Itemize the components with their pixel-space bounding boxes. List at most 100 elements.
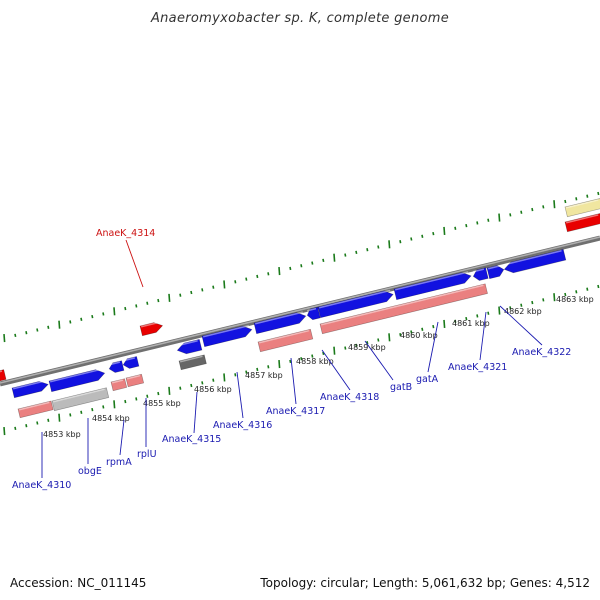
gene-label-leader (290, 357, 297, 405)
cds-anaek-4310[interactable] (17, 400, 54, 419)
gene-label-anaek-4310[interactable]: AnaeK_4310 (12, 480, 71, 491)
lower-ruler-tick (157, 391, 160, 396)
cds-rplu[interactable] (125, 373, 145, 388)
kbp-label: 4862 kbp (504, 307, 542, 316)
gene-gatb[interactable] (393, 271, 472, 301)
lower-ruler-tick (399, 333, 402, 337)
lower-ruler-tick (69, 413, 72, 417)
gene-label-gata[interactable]: gatA (416, 374, 439, 385)
lower-ruler-tick (245, 370, 248, 374)
lower-ruler-tick (564, 292, 567, 297)
cds-gatb-gata[interactable] (319, 283, 488, 335)
upper-ruler-tick (212, 285, 215, 289)
upper-ruler-tick (322, 258, 325, 263)
lower-ruler-tick (509, 306, 512, 310)
upper-ruler-tick (201, 288, 204, 292)
upper-ruler-tick (91, 314, 94, 319)
cds-anaek-4315[interactable] (178, 354, 207, 371)
upper-ruler-tick (168, 293, 171, 302)
upper-ruler-tick (542, 205, 545, 209)
gene-obge[interactable] (48, 368, 106, 393)
gene-hypothetical[interactable] (564, 198, 600, 218)
upper-ruler-tick (520, 210, 523, 214)
gene-anaek-4310[interactable] (11, 379, 49, 399)
gene-label-obge[interactable]: obgE (78, 466, 102, 477)
lower-ruler-tick (586, 287, 589, 291)
cds-obge[interactable] (51, 387, 110, 412)
gene-label-anaek-4322[interactable]: AnaeK_4322 (512, 347, 571, 358)
gene-label-anaek-4318[interactable]: AnaeK_4318 (320, 392, 379, 403)
lower-ruler-tick (344, 346, 347, 350)
gene-label-leader (364, 340, 394, 381)
genome-title: Anaeromyxobacter sp. K, complete genome (150, 11, 449, 26)
lower-ruler-tick (465, 316, 468, 321)
upper-ruler-tick (553, 200, 556, 209)
upper-ruler-tick (311, 261, 314, 265)
cds-rpma[interactable] (110, 378, 128, 392)
lower-ruler-tick (355, 343, 358, 348)
lower-ruler-tick (333, 346, 336, 355)
gene-label-anaek-4321[interactable]: AnaeK_4321 (448, 362, 507, 373)
gene-rrna-left[interactable] (0, 369, 7, 383)
lower-ruler-tick (212, 378, 215, 382)
gene-label-rpma[interactable]: rpmA (106, 457, 132, 468)
gene-label-anaek-4314[interactable]: AnaeK_4314 (96, 228, 155, 239)
lower-ruler-tick (498, 306, 501, 315)
lower-ruler-tick (432, 324, 435, 329)
gene-label-anaek-4317[interactable]: AnaeK_4317 (266, 406, 325, 417)
gene-rplu[interactable] (122, 356, 140, 369)
upper-ruler-tick (278, 267, 281, 276)
gene-rpma[interactable] (108, 360, 125, 374)
lower-ruler-tick (575, 290, 578, 294)
gene-anaek-4316[interactable] (201, 324, 253, 348)
kbp-label: 4853 kbp (43, 430, 81, 439)
lower-ruler-tick (267, 365, 270, 369)
gene-label-anaek-4315[interactable]: AnaeK_4315 (162, 434, 221, 445)
upper-ruler-tick (69, 320, 72, 324)
upper-ruler-tick (234, 280, 237, 284)
lower-ruler-tick (80, 410, 83, 414)
gene-anaek-4315[interactable] (176, 338, 203, 355)
upper-ruler-tick (399, 240, 402, 244)
lower-ruler-tick (135, 397, 138, 401)
lower-ruler-tick (201, 381, 204, 385)
lower-ruler-tick (410, 330, 413, 334)
gene-anaek-4314[interactable] (139, 321, 164, 337)
gene-anaek-4318-a[interactable] (306, 306, 321, 321)
lower-ruler-tick (476, 314, 479, 318)
upper-ruler-tick (487, 218, 490, 222)
upper-ruler-tick (564, 199, 567, 204)
gene-label-leader (119, 419, 125, 456)
lower-ruler-tick (553, 293, 556, 302)
gene-anaek-4321[interactable] (486, 264, 505, 280)
gene-label-anaek-4316[interactable]: AnaeK_4316 (213, 420, 272, 431)
lower-ruler-tick (25, 424, 28, 428)
gene-anaek-4318[interactable] (317, 289, 394, 319)
upper-ruler-tick (256, 274, 259, 279)
upper-ruler-tick (157, 298, 160, 303)
upper-ruler-tick (586, 194, 589, 198)
gene-label-leader (193, 391, 198, 434)
upper-ruler-tick (344, 253, 347, 257)
gene-anaek-4322[interactable] (503, 248, 567, 274)
lower-ruler-tick (58, 413, 61, 422)
gene-anaek-4317[interactable] (253, 311, 307, 335)
lower-ruler-tick (443, 319, 446, 329)
upper-ruler-tick (25, 331, 28, 335)
lower-ruler-tick (311, 354, 314, 358)
upper-ruler-tick (146, 301, 149, 305)
gene-rrna-right[interactable] (564, 213, 600, 233)
lower-ruler-tick (256, 367, 259, 372)
upper-ruler-tick (135, 304, 138, 308)
upper-ruler-tick (597, 191, 600, 196)
upper-ruler-tick (333, 253, 336, 262)
upper-ruler-tick (476, 221, 479, 225)
gene-gata[interactable] (472, 267, 489, 282)
gene-label-gatb[interactable]: gatB (390, 382, 412, 393)
upper-ruler-tick (509, 213, 512, 217)
lower-ruler-tick (377, 338, 380, 342)
gene-label-rplu[interactable]: rplU (137, 449, 157, 460)
cds-anaek-4317[interactable] (257, 328, 314, 353)
lower-ruler-tick (234, 373, 237, 377)
